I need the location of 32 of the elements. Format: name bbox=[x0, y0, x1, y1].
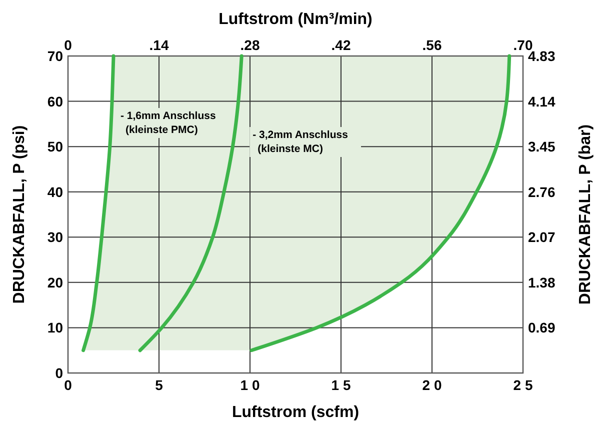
annotation: - 1,6mm Anschluss (kleinste PMC) bbox=[120, 110, 216, 136]
y-tick-label: 20 bbox=[47, 274, 64, 290]
x2-tick-label: .70 bbox=[513, 37, 533, 53]
x-tick-label: 2 5 bbox=[513, 377, 533, 393]
x-tick-label: 5 bbox=[155, 377, 164, 393]
x2-tick-label: .56 bbox=[422, 37, 442, 53]
y2-tick-label: 1.38 bbox=[528, 274, 556, 290]
x-tick-label: 1 5 bbox=[331, 377, 351, 393]
y-tick-label: 0 bbox=[55, 365, 64, 381]
y2-axis-title: DRUCKABFALL, P (bar) bbox=[577, 124, 594, 305]
line-series bbox=[82, 54, 116, 352]
x2-tick-label: .42 bbox=[331, 37, 351, 53]
y-tick-label: 70 bbox=[47, 48, 64, 64]
y-tick-label: 10 bbox=[47, 320, 64, 336]
y2-tick-label: 0.69 bbox=[528, 320, 556, 336]
line-series bbox=[250, 54, 512, 352]
y-tick-label: 60 bbox=[47, 93, 64, 110]
y2-tick-label: 4.14 bbox=[528, 93, 556, 110]
annotation: - 3,2mm Anschluss (kleinste MC) bbox=[252, 129, 348, 155]
x2-tick-label: .28 bbox=[240, 37, 260, 53]
x2-axis-title: Luftstrom (Nm³/min) bbox=[218, 11, 372, 28]
y-tick-label: 30 bbox=[47, 229, 64, 246]
y-tick-label: 50 bbox=[47, 138, 64, 155]
y-axis-title: DRUCKABFALL, P (psi) bbox=[11, 125, 28, 304]
y-tick-label: 40 bbox=[47, 184, 64, 200]
x-tick-label: 2 0 bbox=[422, 377, 442, 393]
y2-tick-label: 2.76 bbox=[528, 184, 556, 200]
y2-tick-label: 2.07 bbox=[528, 229, 556, 246]
x-axis-title: Luftstrom (scfm) bbox=[232, 404, 360, 421]
x2-tick-label: .14 bbox=[149, 37, 169, 53]
x-tick-label: 1 0 bbox=[240, 377, 260, 393]
y2-tick-label: 3.45 bbox=[528, 138, 556, 155]
